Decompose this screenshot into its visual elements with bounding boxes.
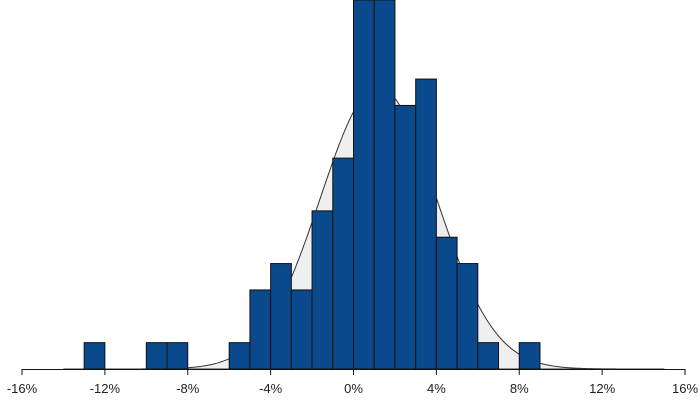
x-axis: -16% -12% -8% -4% 0% 4% 8% 12% 16% bbox=[7, 369, 698, 396]
histogram-bar bbox=[435, 236, 458, 370]
x-tick-label: 16% bbox=[672, 381, 698, 396]
histogram-bar bbox=[477, 342, 500, 370]
histogram-bar bbox=[311, 210, 334, 370]
histogram-bar bbox=[394, 104, 417, 370]
histogram-bar bbox=[166, 342, 189, 370]
histogram-bar bbox=[518, 342, 541, 370]
x-tick-label: 8% bbox=[510, 381, 529, 396]
x-tick-label: 12% bbox=[589, 381, 615, 396]
x-tick-label: -8% bbox=[176, 381, 200, 396]
histogram-bar bbox=[415, 78, 437, 370]
bars-layer bbox=[83, 0, 541, 370]
histogram-bar bbox=[249, 289, 272, 370]
x-tick-label: -12% bbox=[90, 381, 121, 396]
histogram-bar bbox=[456, 263, 479, 370]
x-tick-label: -4% bbox=[259, 381, 283, 396]
histogram-bar bbox=[373, 0, 396, 370]
x-tick-label: 0% bbox=[344, 381, 363, 396]
histogram-bar bbox=[290, 289, 313, 370]
histogram-bar bbox=[228, 342, 251, 370]
histogram-bar bbox=[332, 157, 354, 370]
x-tick-label: -16% bbox=[7, 381, 38, 396]
histogram-bar bbox=[270, 263, 292, 370]
histogram-bar bbox=[145, 342, 168, 370]
histogram-bar bbox=[83, 342, 106, 370]
x-tick-label: 4% bbox=[427, 381, 446, 396]
histogram-bar bbox=[353, 0, 375, 370]
